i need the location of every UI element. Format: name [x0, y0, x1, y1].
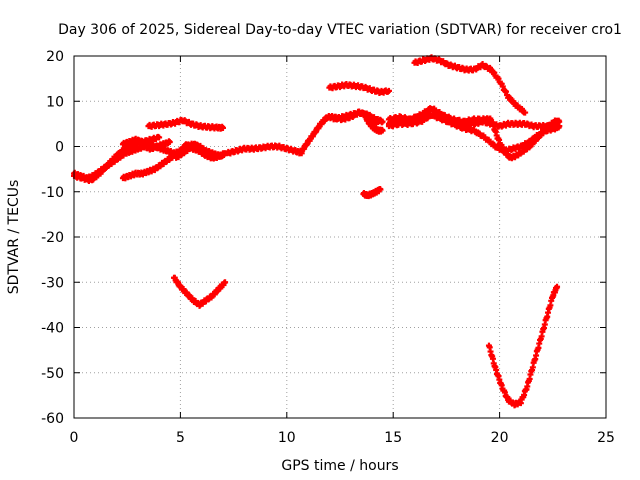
series-18 [485, 283, 561, 409]
x-tick-label: 25 [597, 430, 615, 446]
data-point [522, 109, 529, 116]
y-tick-label: 10 [46, 94, 64, 110]
data-point [377, 186, 384, 193]
x-tick-label: 0 [70, 430, 79, 446]
y-tick-label: 20 [46, 49, 64, 65]
series-9 [330, 108, 386, 126]
series-15 [385, 105, 563, 162]
y-tick-label: -30 [41, 275, 64, 291]
x-axis-label: GPS time / hours [281, 458, 398, 474]
series-10 [362, 113, 386, 135]
series-16 [411, 54, 529, 116]
data-point [156, 134, 163, 141]
data-point [556, 118, 563, 125]
axis-ticks: 0 5 10 15 20 25 -60 -50 -40 -30 -20 -10 0 10 20 [41, 49, 615, 446]
x-tick-label: 20 [491, 430, 509, 446]
series-12 [360, 186, 384, 200]
data-point [166, 138, 173, 145]
y-tick-label: -20 [41, 230, 64, 246]
series-7 [224, 142, 305, 157]
y-tick-label: 0 [55, 140, 64, 156]
series-17 [171, 274, 229, 309]
y-tick-label: -60 [41, 411, 64, 427]
data-marks [71, 54, 563, 409]
series-6 [173, 140, 229, 162]
series-5 [145, 116, 226, 132]
x-tick-label: 10 [278, 430, 296, 446]
data-point [222, 279, 229, 286]
data-point [379, 127, 386, 134]
y-axis-label: SDTVAR / TECUs [6, 180, 22, 295]
data-point [385, 87, 392, 94]
y-tick-label: -40 [41, 321, 64, 337]
data-point [554, 283, 561, 290]
data-point [219, 124, 226, 131]
data-point [379, 118, 386, 125]
x-tick-label: 5 [176, 430, 185, 446]
series-11 [326, 80, 392, 97]
y-tick-label: -50 [41, 366, 64, 382]
x-tick-label: 15 [384, 430, 402, 446]
chart-title: Day 306 of 2025, Sidereal Day-to-day VTE… [58, 22, 622, 38]
y-tick-label: -10 [41, 185, 64, 201]
